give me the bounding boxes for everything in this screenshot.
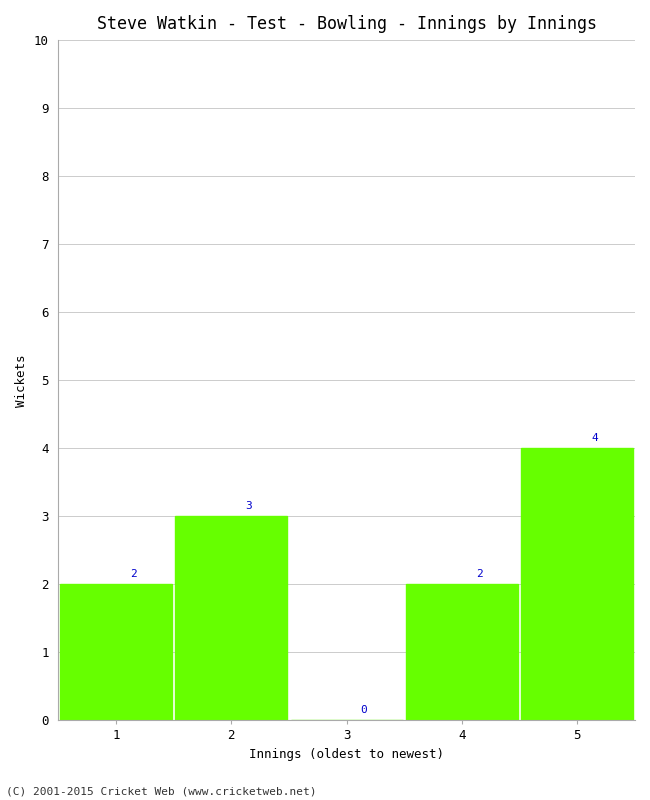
Bar [406,584,518,721]
Title: Steve Watkin - Test - Bowling - Innings by Innings: Steve Watkin - Test - Bowling - Innings … [97,15,597,33]
Text: 2: 2 [476,569,482,579]
Text: 0: 0 [361,705,367,715]
Bar [60,584,172,721]
Text: 4: 4 [591,433,598,443]
Y-axis label: Wickets: Wickets [15,354,28,406]
Text: (C) 2001-2015 Cricket Web (www.cricketweb.net): (C) 2001-2015 Cricket Web (www.cricketwe… [6,786,317,796]
X-axis label: Innings (oldest to newest): Innings (oldest to newest) [249,748,444,761]
Bar [176,516,287,721]
Text: 2: 2 [130,569,136,579]
Text: 3: 3 [245,501,252,511]
Bar [521,448,633,721]
